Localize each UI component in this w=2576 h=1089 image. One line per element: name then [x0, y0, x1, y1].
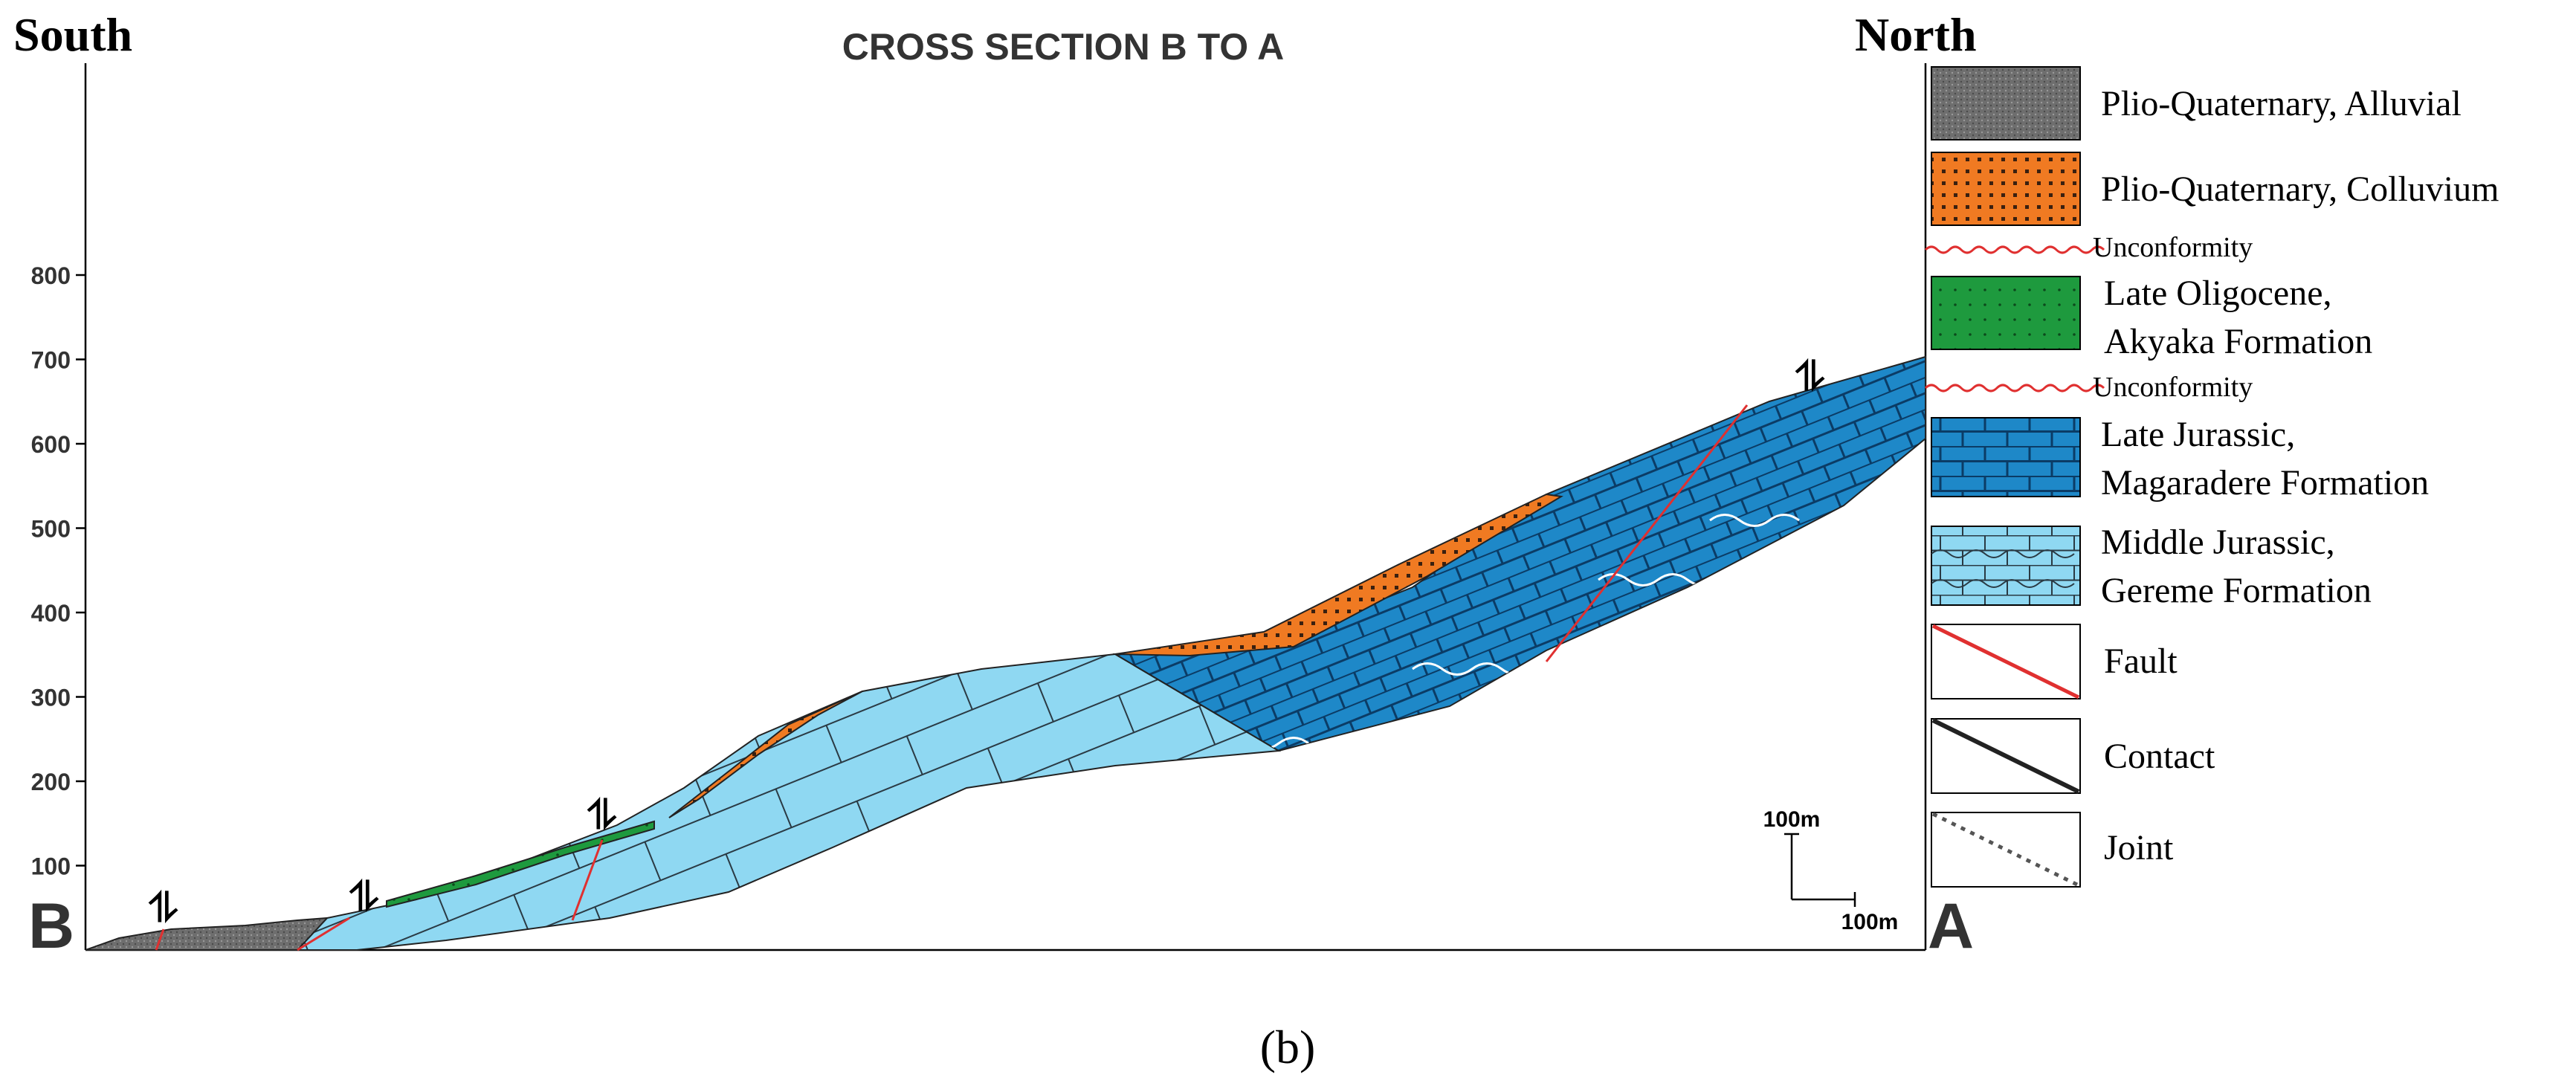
- faults: [155, 404, 1749, 951]
- figure-title: CROSS SECTION B TO A: [842, 26, 1285, 68]
- legend-swatch-gereme: [1931, 526, 2081, 606]
- end-letter-a: A: [1928, 891, 1974, 962]
- scale-bar: 100m 100m: [1763, 807, 1899, 934]
- fault-line: [297, 917, 350, 951]
- legend-swatch-unconformity: [1924, 245, 2105, 254]
- fault-line: [571, 839, 604, 921]
- fault-arrows: ⥮ ⥮ ⥮ ⥮: [148, 355, 1826, 931]
- legend-label-unconformity-2: Unconformity: [2093, 372, 2253, 403]
- fault-arrow-icon: ⥮: [1795, 355, 1826, 399]
- legend-label-akyaka-line2: Akyaka Formation: [2104, 322, 2372, 361]
- y-tick-label: 700: [31, 347, 71, 374]
- legend-label-contact: Contact: [2104, 737, 2215, 776]
- legend-label-akyaka-line1: Late Oligocene,: [2104, 274, 2332, 313]
- legend-label-gereme-line2: Gereme Formation: [2101, 571, 2372, 610]
- scale-bar-horizontal-label: 100m: [1841, 910, 1899, 934]
- fault-arrow-icon: ⥮: [349, 875, 380, 920]
- legend-label-magaradere-line1: Late Jurassic,: [2101, 415, 2295, 454]
- legend-label-colluvium: Plio-Quaternary, Colluvium: [2101, 169, 2499, 209]
- direction-south-label: South: [13, 8, 132, 61]
- fault-line: [155, 928, 165, 951]
- y-axis-ticks: 100 200 300 400 500 600 700 800: [31, 262, 85, 880]
- legend-swatch-colluvium: [1931, 152, 2081, 226]
- alluvial-unit: [85, 917, 329, 951]
- fault-line: [1545, 404, 1749, 662]
- fault-arrow-icon: ⥮: [148, 886, 179, 931]
- colluvium-unit-upper: [1114, 493, 1563, 657]
- legend-label-fault: Fault: [2104, 642, 2178, 681]
- end-letter-b: B: [28, 891, 74, 962]
- legend-swatch-akyaka: [1931, 276, 2081, 350]
- legend: Plio-Quaternary, Alluvial Plio-Quaternar…: [1924, 66, 2499, 888]
- legend-label-magaradere-line2: Magaradere Formation: [2101, 463, 2429, 503]
- y-tick-label: 300: [31, 685, 71, 711]
- legend-label-alluvial: Plio-Quaternary, Alluvial: [2101, 84, 2462, 123]
- magaradere-formation-unit: [1112, 355, 1926, 752]
- y-tick-label: 200: [31, 769, 71, 795]
- legend-label-joint: Joint: [2104, 828, 2174, 867]
- legend-label-unconformity-1: Unconformity: [2093, 232, 2253, 263]
- y-tick-label: 500: [31, 516, 71, 543]
- y-tick-label: 100: [31, 853, 71, 880]
- legend-swatch-alluvial: [1931, 66, 2081, 140]
- legend-swatch-magaradere: [1931, 417, 2081, 497]
- colluvium-unit-lower: [668, 691, 863, 818]
- legend-swatch-unconformity-2: [1924, 384, 2105, 392]
- scale-bar-vertical-label: 100m: [1763, 807, 1821, 832]
- gereme-formation-unit: [295, 653, 1282, 951]
- akyaka-formation-unit: [386, 820, 655, 908]
- y-tick-label: 600: [31, 431, 71, 458]
- legend-label-gereme-line1: Middle Jurassic,: [2101, 523, 2335, 562]
- y-tick-label: 400: [31, 600, 71, 627]
- figure-caption: (b): [1260, 1021, 1316, 1073]
- cross-section-body: ⥮ ⥮ ⥮ ⥮: [85, 355, 1926, 951]
- fault-arrow-icon: ⥮: [587, 793, 618, 838]
- y-tick-label: 800: [31, 262, 71, 289]
- direction-north-label: North: [1855, 8, 1977, 61]
